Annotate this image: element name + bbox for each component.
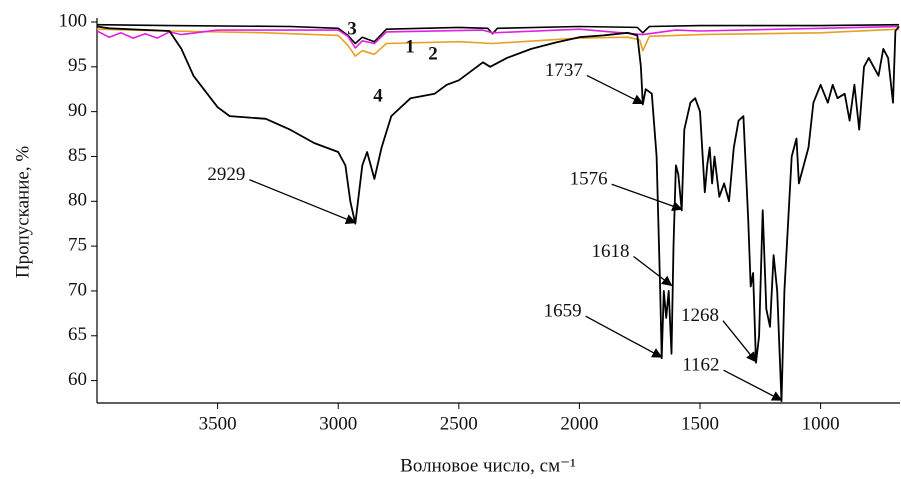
annotation-label: 1162 [682, 355, 719, 376]
annotation-arrow [586, 74, 644, 105]
annotation-arrow [249, 179, 357, 225]
annotation-label: 1268 [681, 305, 719, 326]
x-tick-label: 3500 [199, 413, 237, 434]
x-tick-label: 2000 [560, 413, 598, 434]
annotation-arrow [633, 255, 673, 287]
x-tick-label: 1000 [802, 413, 840, 434]
spectrum-line [97, 28, 900, 57]
annotation-label: 2929 [207, 164, 245, 185]
annotation-label: 1659 [544, 301, 582, 322]
annotation-label: 1618 [592, 241, 630, 262]
spectrum-line [97, 25, 900, 49]
annotation-arrow [723, 369, 783, 401]
spectrum-line [97, 25, 900, 403]
annotation-label: 1737 [545, 60, 583, 81]
y-axis-label: Пропускание, % [12, 146, 33, 278]
annotation-arrow [611, 183, 683, 212]
y-tick-label: 90 [68, 100, 87, 121]
y-tick-label: 60 [68, 369, 87, 390]
x-tick-label: 1500 [681, 413, 719, 434]
annotation-label: 1576 [570, 169, 608, 190]
x-tick-label: 3000 [319, 413, 357, 434]
y-tick-label: 100 [59, 10, 88, 31]
series-label: 1 [405, 36, 415, 57]
y-tick-label: 75 [68, 234, 87, 255]
y-tick-label: 85 [68, 145, 87, 166]
series-label: 2 [428, 43, 438, 64]
series-label: 4 [373, 85, 383, 106]
plot-area [97, 23, 900, 403]
y-tick-label: 65 [68, 324, 87, 345]
x-axis-label: Волновое число, см⁻¹ [400, 455, 576, 476]
annotation-arrow [722, 320, 757, 363]
y-tick-label: 80 [68, 190, 87, 211]
annotation-arrow [585, 315, 663, 358]
spectrum-line [97, 23, 900, 45]
series-label: 3 [347, 18, 357, 39]
x-tick-label: 2500 [440, 413, 478, 434]
y-tick-label: 70 [68, 279, 87, 300]
y-tick-label: 95 [68, 55, 87, 76]
